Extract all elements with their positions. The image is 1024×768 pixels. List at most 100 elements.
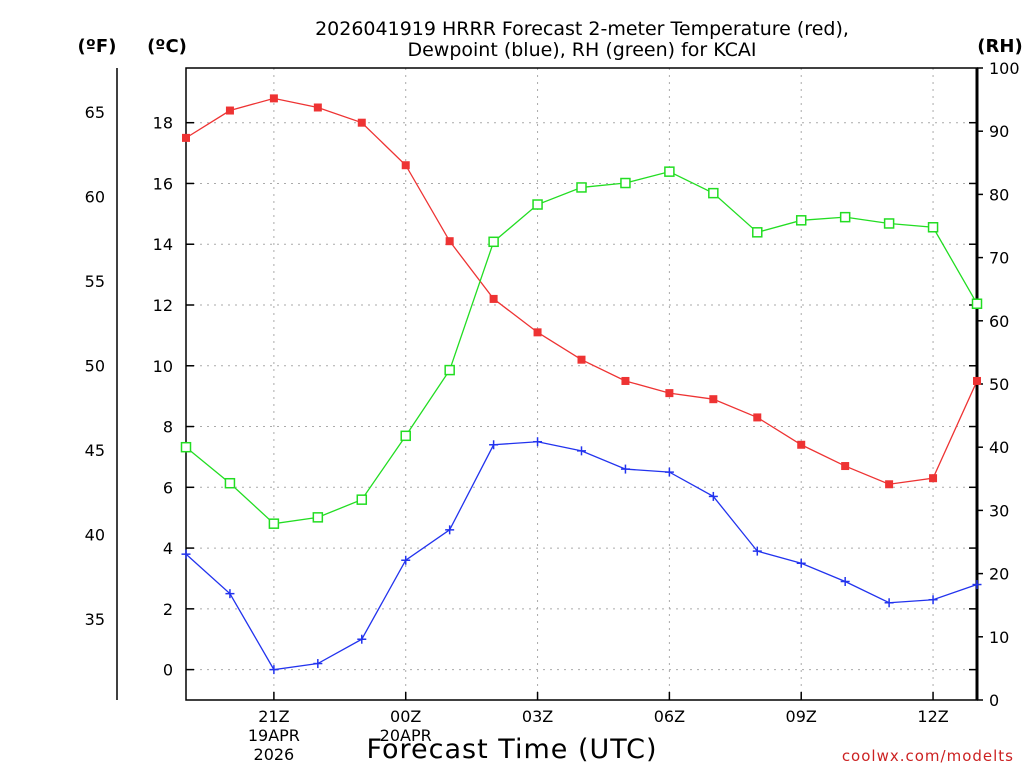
2-meter-temperature-point xyxy=(182,133,190,142)
2-meter-temperature-point xyxy=(357,118,366,127)
2-meter-temperature-point xyxy=(973,376,981,385)
rh-point xyxy=(708,187,719,199)
rh-point xyxy=(268,518,280,529)
dewpoint-point xyxy=(884,598,894,608)
dewpoint-point xyxy=(972,580,982,590)
time-tick-date: 20APR xyxy=(380,726,432,745)
dewpoint-line xyxy=(185,441,978,671)
time-tick-year: 2026 xyxy=(254,745,295,764)
fahrenheit-tick-label: 60 xyxy=(85,187,105,206)
rh-point xyxy=(664,166,675,177)
2-meter-temperature-point xyxy=(577,355,586,364)
rh-point xyxy=(839,211,851,223)
time-tick-label: 00Z xyxy=(390,707,421,726)
time-tick-label: 09Z xyxy=(786,707,817,726)
rh-tick-label: 100 xyxy=(989,59,1020,78)
celsius-tick-label: 16 xyxy=(153,174,173,193)
2-meter-temperature-point xyxy=(885,480,894,489)
fahrenheit-tick-label: 35 xyxy=(85,610,105,629)
celsius-tick-label: 14 xyxy=(153,235,173,254)
dewpoint-point xyxy=(445,525,455,535)
gridlines xyxy=(186,68,977,700)
dewpoint-point xyxy=(796,558,806,568)
fahrenheit-tick-label: 45 xyxy=(85,441,105,460)
dewpoint-point xyxy=(928,595,938,605)
rh-tick-label: 10 xyxy=(989,628,1009,647)
rh-tick-label: 50 xyxy=(989,375,1009,394)
celsius-tick-label: 4 xyxy=(163,539,173,558)
time-tick-label: 06Z xyxy=(654,707,685,726)
2-meter-temperature-point xyxy=(533,328,542,337)
celsius-tick-label: 2 xyxy=(163,600,173,619)
dewpoint-point xyxy=(357,634,367,644)
rh-unit-label: (RH) xyxy=(977,36,1022,57)
celsius-tick-label: 6 xyxy=(163,478,173,497)
rh-tick-label: 90 xyxy=(989,122,1009,141)
x-axis-title: Forecast Time (UTC) xyxy=(366,734,657,765)
fahrenheit-tick-label: 50 xyxy=(85,356,105,375)
rh-point xyxy=(356,494,368,505)
rh-point xyxy=(180,441,192,453)
rh-tick-label: 70 xyxy=(989,249,1009,268)
fahrenheit-axis-ticks: 35 40 45 50 55 60 65 xyxy=(85,103,105,629)
time-tick-label: 12Z xyxy=(917,707,948,726)
celsius-tick-label: 10 xyxy=(153,357,173,376)
rh-point xyxy=(752,227,763,238)
rh-tick-label: 60 xyxy=(989,312,1009,331)
2-meter-temperature-point xyxy=(621,376,630,385)
2-meter-temperature-point xyxy=(929,474,938,483)
dewpoint-point xyxy=(577,446,586,456)
rh-point xyxy=(224,477,236,489)
rh-point xyxy=(883,218,895,229)
2-meter-temperature-point xyxy=(753,413,762,422)
dewpoint-point xyxy=(708,491,718,501)
rh-point xyxy=(532,199,543,210)
2-meter-temperature-point xyxy=(225,106,234,115)
rh-point xyxy=(312,512,324,523)
2-meter-temperature-point xyxy=(269,94,278,103)
2-meter-temperature-point xyxy=(709,395,718,404)
celsius-tick-label: 8 xyxy=(163,418,173,437)
fahrenheit-tick-label: 65 xyxy=(85,103,105,122)
chart-title-line2: Dewpoint (blue), RH (green) for KCAI xyxy=(407,39,756,61)
rh-point xyxy=(400,430,411,442)
dewpoint-point xyxy=(181,549,191,559)
time-tick-label: 03Z xyxy=(522,707,553,726)
dewpoint-point xyxy=(752,546,762,556)
rh-point xyxy=(927,222,939,233)
2-meter-temperature-point xyxy=(445,237,454,246)
credit-link[interactable]: coolwx.com/modelts xyxy=(842,747,1014,765)
rh-tick-label: 20 xyxy=(989,565,1009,584)
rh-tick-label: 40 xyxy=(989,438,1009,457)
rh-tick-label: 30 xyxy=(989,501,1009,520)
fahrenheit-tick-label: 40 xyxy=(85,525,105,544)
celsius-tick-label: 18 xyxy=(153,114,173,133)
2-meter-temperature-point xyxy=(489,294,498,303)
dewpoint-point xyxy=(313,659,323,669)
dewpoint-point xyxy=(664,467,674,477)
2-meter-temperature-point xyxy=(313,103,322,112)
celsius-tick-label: 0 xyxy=(163,661,173,680)
rh-point xyxy=(971,298,983,309)
celsius-tick-label: 12 xyxy=(153,296,173,315)
celsius-unit-label: (ºC) xyxy=(147,36,187,57)
dewpoint-point xyxy=(225,589,235,599)
2-meter-temperature-point xyxy=(841,462,850,471)
dewpoint-point xyxy=(401,555,411,565)
rh-axis-ticks: 0 10 20 30 40 50 60 70 80 90 100 xyxy=(977,59,1020,710)
2-meter-temperature-point xyxy=(665,389,674,398)
rh-point xyxy=(620,177,631,189)
rh-point xyxy=(576,182,587,193)
rh-point xyxy=(488,236,499,248)
time-tick-date: 19APR xyxy=(248,726,300,745)
dewpoint-point xyxy=(533,437,543,447)
2-meter-temperature-point xyxy=(401,161,410,170)
rh-tick-label: 0 xyxy=(989,691,999,710)
fahrenheit-tick-label: 55 xyxy=(85,272,105,291)
series-layer xyxy=(180,94,983,675)
2-meter-temperature-point xyxy=(797,440,806,449)
time-tick-label: 21Z xyxy=(258,707,289,726)
rh-point xyxy=(444,364,455,376)
fahrenheit-unit-label: (ºF) xyxy=(78,36,117,57)
